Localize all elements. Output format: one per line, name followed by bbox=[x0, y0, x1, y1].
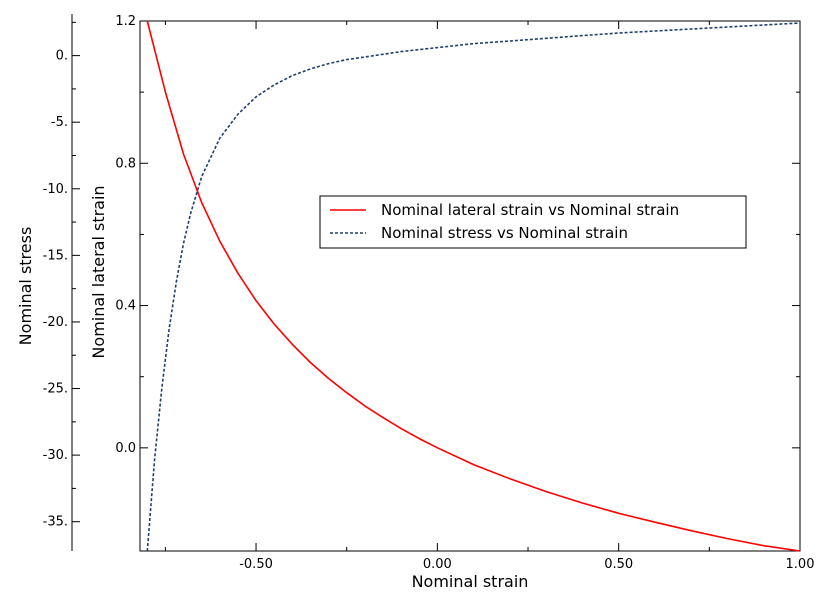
legend: Nominal lateral strain vs Nominal strain… bbox=[319, 195, 747, 249]
series-lateral-strain-line bbox=[146, 20, 801, 552]
x-tick-label: 0.50 bbox=[604, 557, 633, 572]
left-tick-label: -15. bbox=[43, 248, 68, 263]
legend-label-lateral-strain: Nominal lateral strain vs Nominal strain bbox=[381, 201, 679, 219]
left-tick-label: -30. bbox=[43, 448, 68, 463]
right-axis-title: Nominal lateral strain bbox=[89, 185, 108, 358]
left-tick-label: -10. bbox=[43, 182, 68, 197]
x-tick-label: -0.50 bbox=[239, 557, 273, 572]
series-layer bbox=[146, 20, 801, 552]
plot-frame bbox=[139, 20, 801, 552]
legend-box bbox=[319, 195, 747, 249]
lateral-tick-label: 1.2 bbox=[115, 14, 136, 29]
lateral-tick-label: 0.8 bbox=[115, 156, 136, 171]
right-axis-ticks: 1.2 0.8 0.4 0.0 bbox=[115, 14, 800, 456]
series-stress-line bbox=[146, 22, 801, 552]
left-tick-label: -20. bbox=[43, 315, 68, 330]
x-axis-title: Nominal strain bbox=[412, 572, 529, 591]
left-axis-ticks: 0. -5. -10. -15. -20. -25. -30. -35. bbox=[43, 21, 80, 530]
left-axis-title: Nominal stress bbox=[16, 227, 35, 346]
left-tick-label: -25. bbox=[43, 382, 68, 397]
left-tick-label: -5. bbox=[51, 115, 68, 130]
lateral-tick-label: 0.0 bbox=[115, 441, 136, 456]
legend-label-stress: Nominal stress vs Nominal strain bbox=[381, 224, 628, 242]
left-tick-label: 0. bbox=[56, 49, 68, 64]
x-tick-label: 0.00 bbox=[423, 557, 452, 572]
x-axis-ticks: -0.50 0.00 0.50 1.00 bbox=[164, 21, 815, 572]
x-tick-label: 1.00 bbox=[786, 557, 815, 572]
left-tick-label: -35. bbox=[43, 515, 68, 530]
lateral-tick-label: 0.4 bbox=[115, 299, 136, 314]
